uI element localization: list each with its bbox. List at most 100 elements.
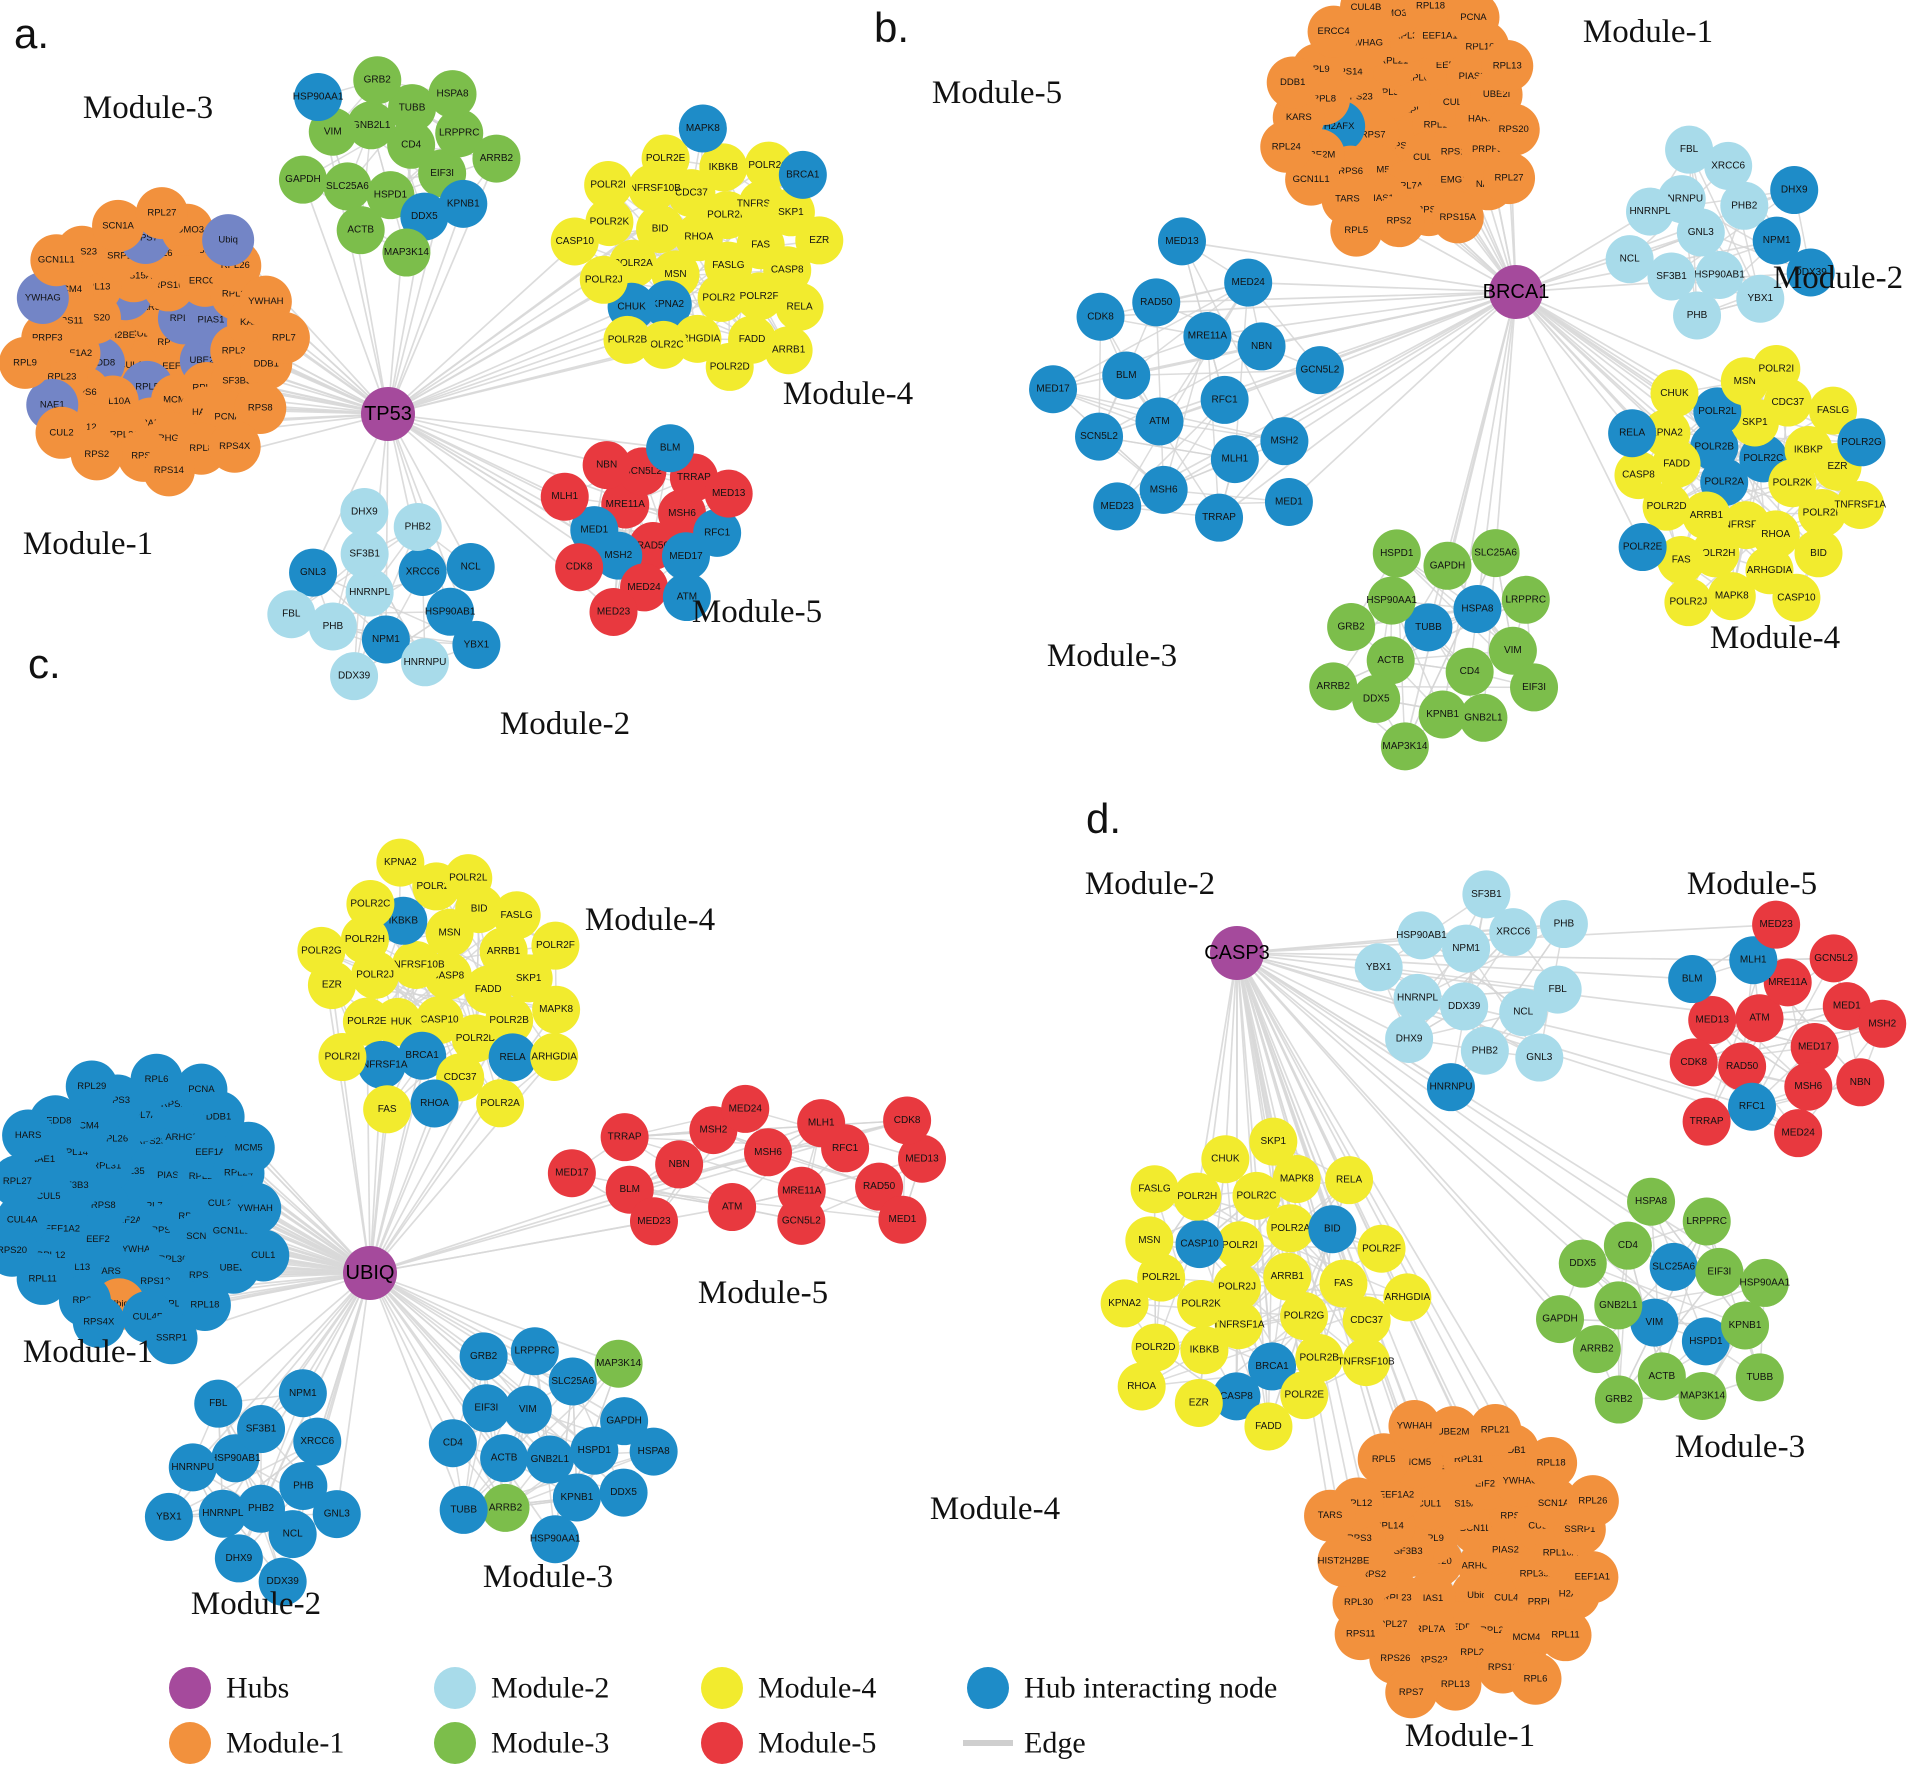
node-label: IKBKB bbox=[709, 162, 739, 173]
legend-swatch-module-2 bbox=[434, 1667, 476, 1709]
node-label: TRRAP bbox=[1690, 1116, 1724, 1127]
node-label: EZR bbox=[1828, 461, 1848, 472]
node-label: YWHAG bbox=[25, 292, 61, 303]
node-label: PHB2 bbox=[248, 1503, 275, 1514]
node-label: BID bbox=[1810, 548, 1827, 559]
node-label: MSH2 bbox=[604, 550, 632, 561]
node-label: HSPA8 bbox=[1635, 1196, 1667, 1207]
node-label: FBL bbox=[1680, 144, 1699, 155]
node-label: MAP3K14 bbox=[1382, 741, 1427, 752]
node-label: HNRNPL bbox=[349, 587, 391, 598]
node-label: RPS8 bbox=[91, 1200, 116, 1211]
node-label: CDK8 bbox=[1680, 1057, 1707, 1068]
node-label: HSPD1 bbox=[374, 190, 408, 201]
node-label: HNRNPU bbox=[404, 657, 447, 668]
node-label: RHOA bbox=[1761, 529, 1790, 540]
node-label: SLC25A6 bbox=[1474, 548, 1517, 559]
node-label: CDC37 bbox=[1350, 1315, 1383, 1326]
node-label: CASP10 bbox=[420, 1015, 459, 1026]
node-label: NBN bbox=[1251, 341, 1272, 352]
node-label: SF3B1 bbox=[349, 548, 380, 559]
node-label: XRCC6 bbox=[1496, 927, 1530, 938]
node-label: RPL7A bbox=[1415, 1624, 1446, 1635]
node-label: YBX1 bbox=[464, 639, 490, 650]
legend-label: Hub interacting node bbox=[1024, 1672, 1277, 1705]
node-label: SLC25A6 bbox=[1652, 1261, 1695, 1272]
node-label: HSPA8 bbox=[436, 89, 468, 100]
node-label: HSPA8 bbox=[1461, 604, 1493, 615]
node-label: BLM bbox=[660, 443, 681, 454]
module-label-d: Module-2 bbox=[1085, 866, 1215, 902]
node-label: RPL18 bbox=[1416, 1, 1445, 12]
hub-edge bbox=[388, 307, 632, 414]
node-label: DDB1 bbox=[1280, 77, 1305, 88]
node-label: NBN bbox=[596, 460, 617, 471]
node-label: FBL bbox=[1549, 984, 1568, 995]
node-label: CD4 bbox=[443, 1438, 463, 1449]
module-label-a: Module-1 bbox=[23, 526, 153, 562]
node-label: FAS bbox=[378, 1104, 397, 1115]
node-label: ACTB bbox=[1377, 655, 1404, 666]
node-label: PIAS2 bbox=[1492, 1545, 1519, 1556]
node-label: BRCA1 bbox=[786, 169, 820, 180]
node-label: POLR2E bbox=[646, 153, 686, 164]
node-label: SF3B1 bbox=[1471, 889, 1502, 900]
node-label: GCN5L2 bbox=[782, 1215, 821, 1226]
node-label: POLR2L bbox=[1698, 406, 1737, 417]
node-label: FADD bbox=[739, 334, 766, 345]
node-label: CASP10 bbox=[556, 236, 595, 247]
node-label: HSPD1 bbox=[578, 1445, 612, 1456]
module-label-d: Module-4 bbox=[930, 1491, 1060, 1527]
node-label: POLR2F bbox=[1362, 1243, 1401, 1254]
node-label: DHX9 bbox=[1781, 185, 1808, 196]
node-label: BRCA1 bbox=[405, 1050, 439, 1061]
node-label: MED17 bbox=[555, 1168, 589, 1179]
node-label: Ubiq bbox=[218, 235, 238, 246]
node-label: HSP90AA1 bbox=[293, 92, 344, 103]
module-label-b: Module-1 bbox=[1583, 14, 1713, 50]
node-label: POLR2A bbox=[1271, 1223, 1311, 1234]
module-label-d: Module-1 bbox=[1405, 1718, 1535, 1754]
node-label: HNRNPL bbox=[1397, 992, 1439, 1003]
node-label: MED17 bbox=[669, 551, 703, 562]
node-label: YWHAH bbox=[248, 296, 284, 307]
node-label: FASLG bbox=[1138, 1184, 1170, 1195]
node-label: MSN bbox=[1138, 1235, 1160, 1246]
panel-letter-a: a. bbox=[14, 10, 49, 57]
node-label: RELA bbox=[500, 1052, 526, 1063]
node-label: EIF3I bbox=[430, 168, 454, 179]
node-label: CDC37 bbox=[444, 1072, 477, 1083]
node-label: ARRB1 bbox=[1271, 1271, 1305, 1282]
node-label: MAP3K14 bbox=[384, 247, 429, 258]
node-label: FADD bbox=[1663, 458, 1690, 469]
node-label: YBX1 bbox=[1747, 293, 1773, 304]
node-label: RPS14 bbox=[154, 465, 184, 476]
module-label-d: Module-3 bbox=[1675, 1429, 1805, 1465]
node-label: RPL27 bbox=[3, 1176, 32, 1187]
node-label: GRB2 bbox=[1338, 621, 1366, 632]
node-label: RPS4X bbox=[219, 441, 251, 452]
node-label: DHX9 bbox=[1396, 1033, 1423, 1044]
node-label: POLR2L bbox=[449, 873, 488, 884]
node-label: GRB2 bbox=[364, 75, 392, 86]
node-label: MRE11A bbox=[1188, 331, 1228, 342]
node-label: POLR2C bbox=[350, 899, 390, 910]
legend-swatch-hub-interacting-node bbox=[967, 1667, 1009, 1709]
module-label-b: Module-5 bbox=[932, 75, 1062, 111]
node-label: HSP90AB1 bbox=[425, 606, 476, 617]
node-label: TRRAP bbox=[677, 472, 711, 483]
node-label: RPL18 bbox=[1537, 1458, 1566, 1469]
module-label-c: Module-4 bbox=[585, 902, 715, 938]
node-label: RFC1 bbox=[1212, 394, 1239, 405]
node-label: RPL13 bbox=[1493, 61, 1522, 72]
node-label: RPL6 bbox=[1524, 1673, 1548, 1684]
node-label: YBX1 bbox=[156, 1511, 182, 1522]
hub-edge bbox=[388, 340, 627, 414]
hub-label: CASP3 bbox=[1204, 942, 1270, 964]
node-label: POLR2D bbox=[1135, 1342, 1175, 1353]
node-label: BID bbox=[652, 224, 669, 235]
node-label: NCL bbox=[1513, 1007, 1533, 1018]
node-label: MLH1 bbox=[1740, 955, 1767, 966]
node-label: SF3B1 bbox=[246, 1424, 277, 1435]
